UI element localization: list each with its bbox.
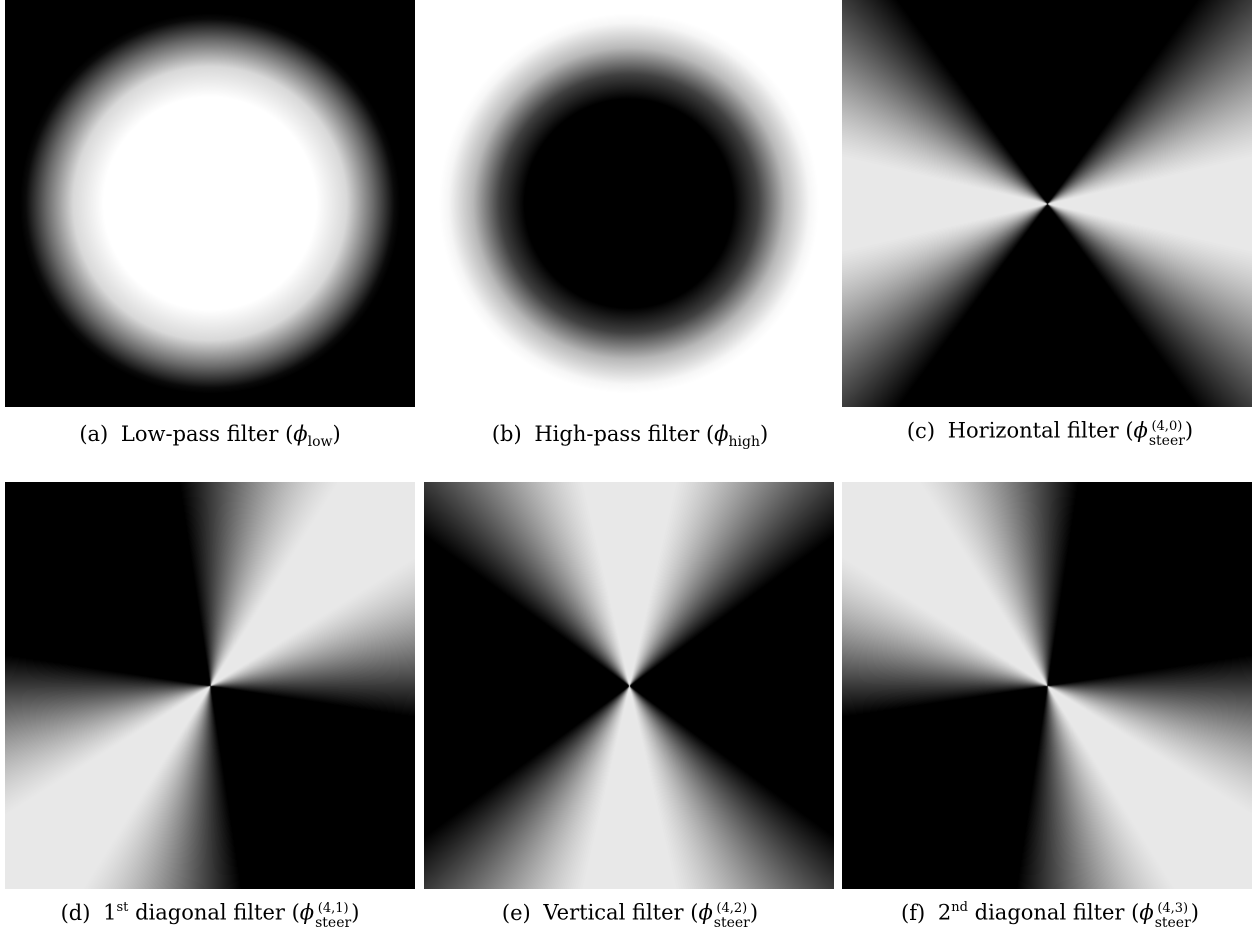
first-diagonal-filter-image: [5, 482, 415, 889]
caption-d: (d) 1st diagonal filter (ϕ (4,1) steer): [60, 899, 360, 931]
caption-f: (f) 2nd diagonal filter (ϕ (4,3) steer): [901, 899, 1199, 931]
phi-superscript: (4,1): [317, 901, 349, 916]
caption-text: Vertical filter: [543, 900, 684, 925]
ordinal-suffix: nd: [951, 899, 968, 915]
vertical-filter-image: [424, 482, 834, 889]
caption-c: (c) Horizontal filter (ϕ (4,0) steer): [906, 418, 1194, 449]
caption-a: (a) Low-pass filter (ϕlow): [79, 422, 341, 450]
caption-text: Low-pass filter: [120, 422, 279, 446]
caption-e: (e) Vertical filter (ϕ (4,2) steer): [501, 900, 759, 931]
phi-subscript: steer: [1148, 433, 1185, 449]
phi-symbol: ϕ: [1133, 418, 1148, 443]
phi-subscript: steer: [713, 915, 750, 931]
panel-d-first-diagonal-image: [5, 482, 415, 889]
caption-text: Horizontal filter: [947, 418, 1119, 443]
caption-label: (a): [79, 422, 109, 446]
phi-subscript: low: [307, 434, 333, 450]
caption-b: (b) High-pass filter (ϕhigh): [491, 422, 769, 450]
ordinal-number: 1: [103, 900, 117, 925]
phi-symbol: ϕ: [698, 900, 713, 925]
panel-a-low-pass-image: [5, 0, 415, 407]
phi-subscript: steer: [1154, 915, 1191, 931]
panel-f-second-diagonal-image: [842, 482, 1252, 889]
ordinal-number: 2: [937, 900, 952, 925]
phi-symbol: ϕ: [714, 422, 729, 446]
second-diagonal-filter-image: [842, 482, 1252, 889]
phi-subscript: high: [728, 434, 760, 450]
phi-symbol: ϕ: [1139, 900, 1154, 925]
phi-subscript: steer: [315, 915, 352, 931]
ordinal-suffix: st: [116, 899, 129, 915]
caption-label: (b): [491, 422, 522, 446]
high-pass-filter-image: [424, 0, 834, 407]
panel-b-high-pass-image: [424, 0, 834, 407]
panel-c-horizontal-image: [842, 0, 1252, 407]
phi-symbol: ϕ: [299, 900, 315, 925]
phi-superscript: (4,2): [716, 901, 748, 916]
caption-label: (c): [906, 418, 936, 443]
caption-label: (e): [501, 900, 531, 925]
horizontal-filter-image: [842, 0, 1252, 407]
panel-e-vertical-image: [424, 482, 834, 889]
caption-text: diagonal filter: [974, 900, 1125, 925]
caption-text: High-pass filter: [534, 422, 700, 446]
caption-label: (d): [60, 900, 91, 925]
phi-superscript: (4,3): [1157, 901, 1189, 916]
low-pass-filter-image: [5, 0, 415, 407]
caption-label: (f): [901, 900, 926, 925]
phi-symbol: ϕ: [293, 422, 308, 446]
phi-superscript: (4,0): [1151, 419, 1183, 434]
caption-text: diagonal filter: [135, 900, 285, 925]
